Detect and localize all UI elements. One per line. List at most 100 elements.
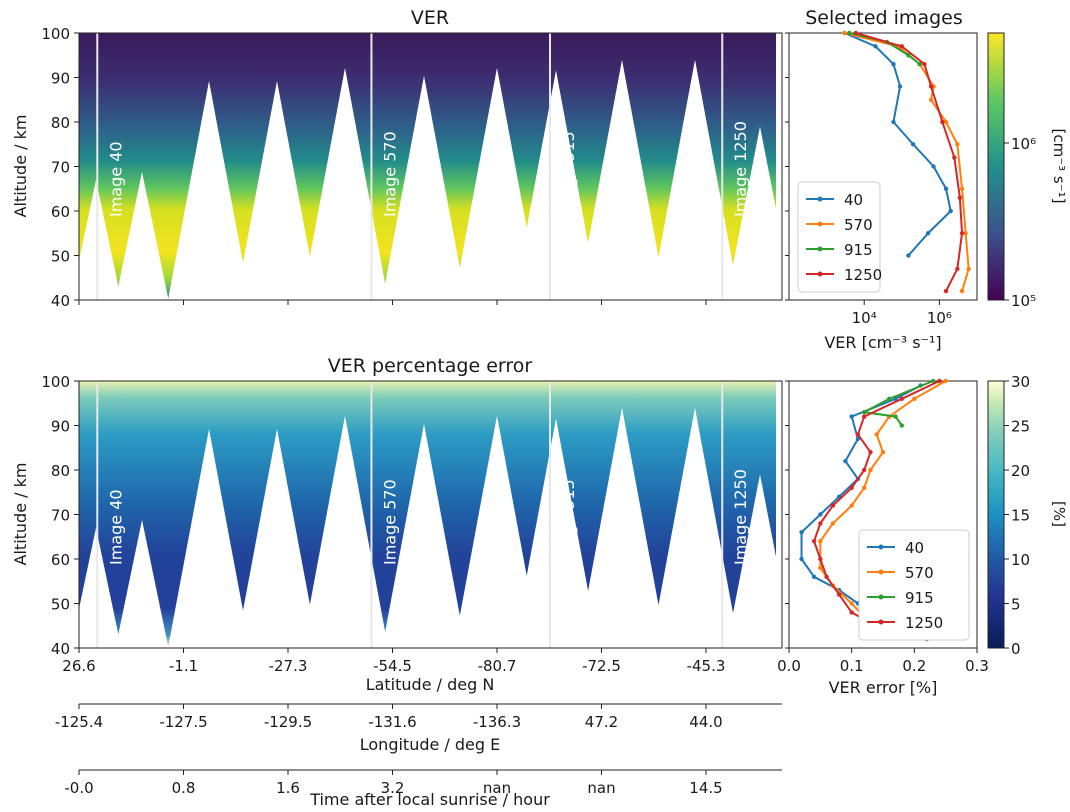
- ver-colorbar-label: [cm⁻³ s⁻¹]: [1050, 128, 1068, 203]
- x-tick-label: -131.6: [368, 713, 416, 731]
- ver-colorbar-bar: [987, 32, 1005, 301]
- ver-profile-lines: [842, 30, 971, 294]
- colorbar-tick-label: 10: [1011, 551, 1030, 569]
- series-point: [811, 574, 817, 579]
- image-marker-label: Image 40: [106, 489, 125, 565]
- legend-label: 1250: [844, 266, 882, 284]
- ver-heatmap-y-label: Altitude / km: [11, 115, 30, 218]
- series-point: [855, 432, 861, 437]
- series-point: [799, 530, 804, 535]
- x-tick-label: 0.8: [172, 779, 196, 797]
- ver-heatmap-y-ticks: 40 50 60 70 80 90 100: [41, 25, 789, 310]
- ver-profile-panel: Selected images 10⁴ 10⁶ VER [cm⁻³ s⁻¹] 40…: [788, 7, 978, 352]
- series-point: [928, 97, 934, 102]
- legend-marker: [817, 246, 823, 252]
- y-tick-label: 40: [51, 640, 70, 658]
- x-tick-label: nan: [587, 779, 615, 797]
- x-tick-label: -45.3: [687, 657, 726, 675]
- legend-box: [858, 529, 970, 641]
- series-point: [893, 414, 898, 419]
- series-point: [910, 142, 916, 147]
- y-tick-label: 60: [51, 551, 70, 569]
- series-point: [959, 288, 965, 294]
- legend-label: 570: [844, 216, 873, 234]
- ver-heatmap-title: VER: [411, 7, 449, 29]
- x-tick-label: -72.5: [582, 657, 621, 675]
- image-marker-label: Image 1250: [731, 121, 750, 217]
- colorbar-tick-label: 15: [1011, 507, 1030, 525]
- series-point: [912, 396, 917, 401]
- colorbar-tick-label: 20: [1011, 462, 1030, 480]
- no-data-gap: [167, 81, 251, 300]
- series-point: [830, 503, 836, 508]
- legend-marker: [817, 271, 823, 277]
- image-marker-label: Image 40: [106, 141, 125, 217]
- series-point: [849, 485, 854, 490]
- colorbar-tick-label: 25: [1011, 418, 1030, 436]
- error-profile-lines: [799, 378, 948, 642]
- series-point: [959, 231, 965, 236]
- series-point: [818, 556, 823, 562]
- series-point: [862, 414, 867, 419]
- x-axis-label: Latitude / deg N: [366, 675, 495, 694]
- series-point: [849, 601, 854, 606]
- x-tick-label: -54.5: [373, 657, 412, 675]
- no-data-gap: [577, 59, 667, 301]
- colorbar-tick-label: 0: [1011, 640, 1021, 658]
- series-point: [959, 186, 965, 191]
- legend-label: 40: [905, 539, 924, 557]
- series-point: [955, 142, 960, 147]
- image-marker-label: Image 915: [559, 131, 578, 217]
- series-point: [855, 436, 861, 442]
- y-tick-label: 70: [51, 507, 70, 525]
- series-point: [899, 44, 904, 49]
- x-tick-label: 1.6: [276, 779, 300, 797]
- x-tick-label: 0.3: [965, 657, 989, 675]
- error-profile-panel: 0.0 0.1 0.2 0.3 VER error [%] 40 570 915 1250: [777, 378, 989, 697]
- no-data-strip: [776, 33, 782, 300]
- series-point: [922, 61, 927, 67]
- series-point: [818, 512, 823, 517]
- error-colorbar-bar: [987, 380, 1005, 649]
- legend-marker: [878, 544, 884, 550]
- ver-colorbar: 10⁵ 10⁶ [cm⁻³ s⁻¹]: [987, 32, 1068, 310]
- error-heatmap-y-ticks: 40 50 60 70 80 90 100: [41, 373, 789, 658]
- legend-marker: [878, 594, 884, 600]
- series-point: [963, 231, 968, 236]
- series-point: [899, 396, 904, 401]
- legend-marker: [878, 569, 884, 575]
- series-point: [849, 610, 854, 615]
- series-point: [824, 574, 829, 579]
- series-point: [930, 378, 936, 384]
- error-heatmap-x-axes: 26.6 -1.1 -27.3 -54.5 -80.7 -72.5 -45.3 Latitud…: [55, 648, 782, 809]
- image-marker-label: Image 570: [380, 131, 399, 217]
- series-point: [928, 84, 934, 89]
- error-colorbar-label: [%]: [1050, 501, 1068, 527]
- series-point: [891, 61, 896, 67]
- series-point: [906, 53, 911, 58]
- y-tick-label: 50: [51, 596, 70, 614]
- series-point: [948, 208, 953, 214]
- no-data-gap: [115, 519, 169, 648]
- y-tick-label: 100: [41, 373, 70, 391]
- x-tick-label: -1.1: [169, 657, 198, 675]
- no-data-gap: [115, 171, 169, 300]
- x-tick-label: 10⁶: [927, 309, 952, 327]
- series-point: [868, 467, 873, 473]
- x-tick-label: 0.0: [777, 657, 801, 675]
- legend-label: 1250: [905, 614, 943, 632]
- series-point: [955, 266, 960, 272]
- x-tick-label: 3.2: [381, 779, 405, 797]
- ver-profile-legend: 40 570 915 1250: [797, 181, 882, 293]
- y-tick-label: 70: [51, 159, 70, 177]
- no-data-gap: [453, 415, 541, 648]
- series-point: [897, 84, 903, 89]
- legend-marker: [817, 221, 823, 227]
- series-point: [940, 119, 945, 125]
- y-tick-label: 80: [51, 114, 70, 132]
- x-tick-label: 14.5: [689, 779, 722, 797]
- no-data-gap: [577, 407, 667, 648]
- x-axis-label: Longitude / deg E: [360, 735, 501, 754]
- series-point: [799, 556, 804, 562]
